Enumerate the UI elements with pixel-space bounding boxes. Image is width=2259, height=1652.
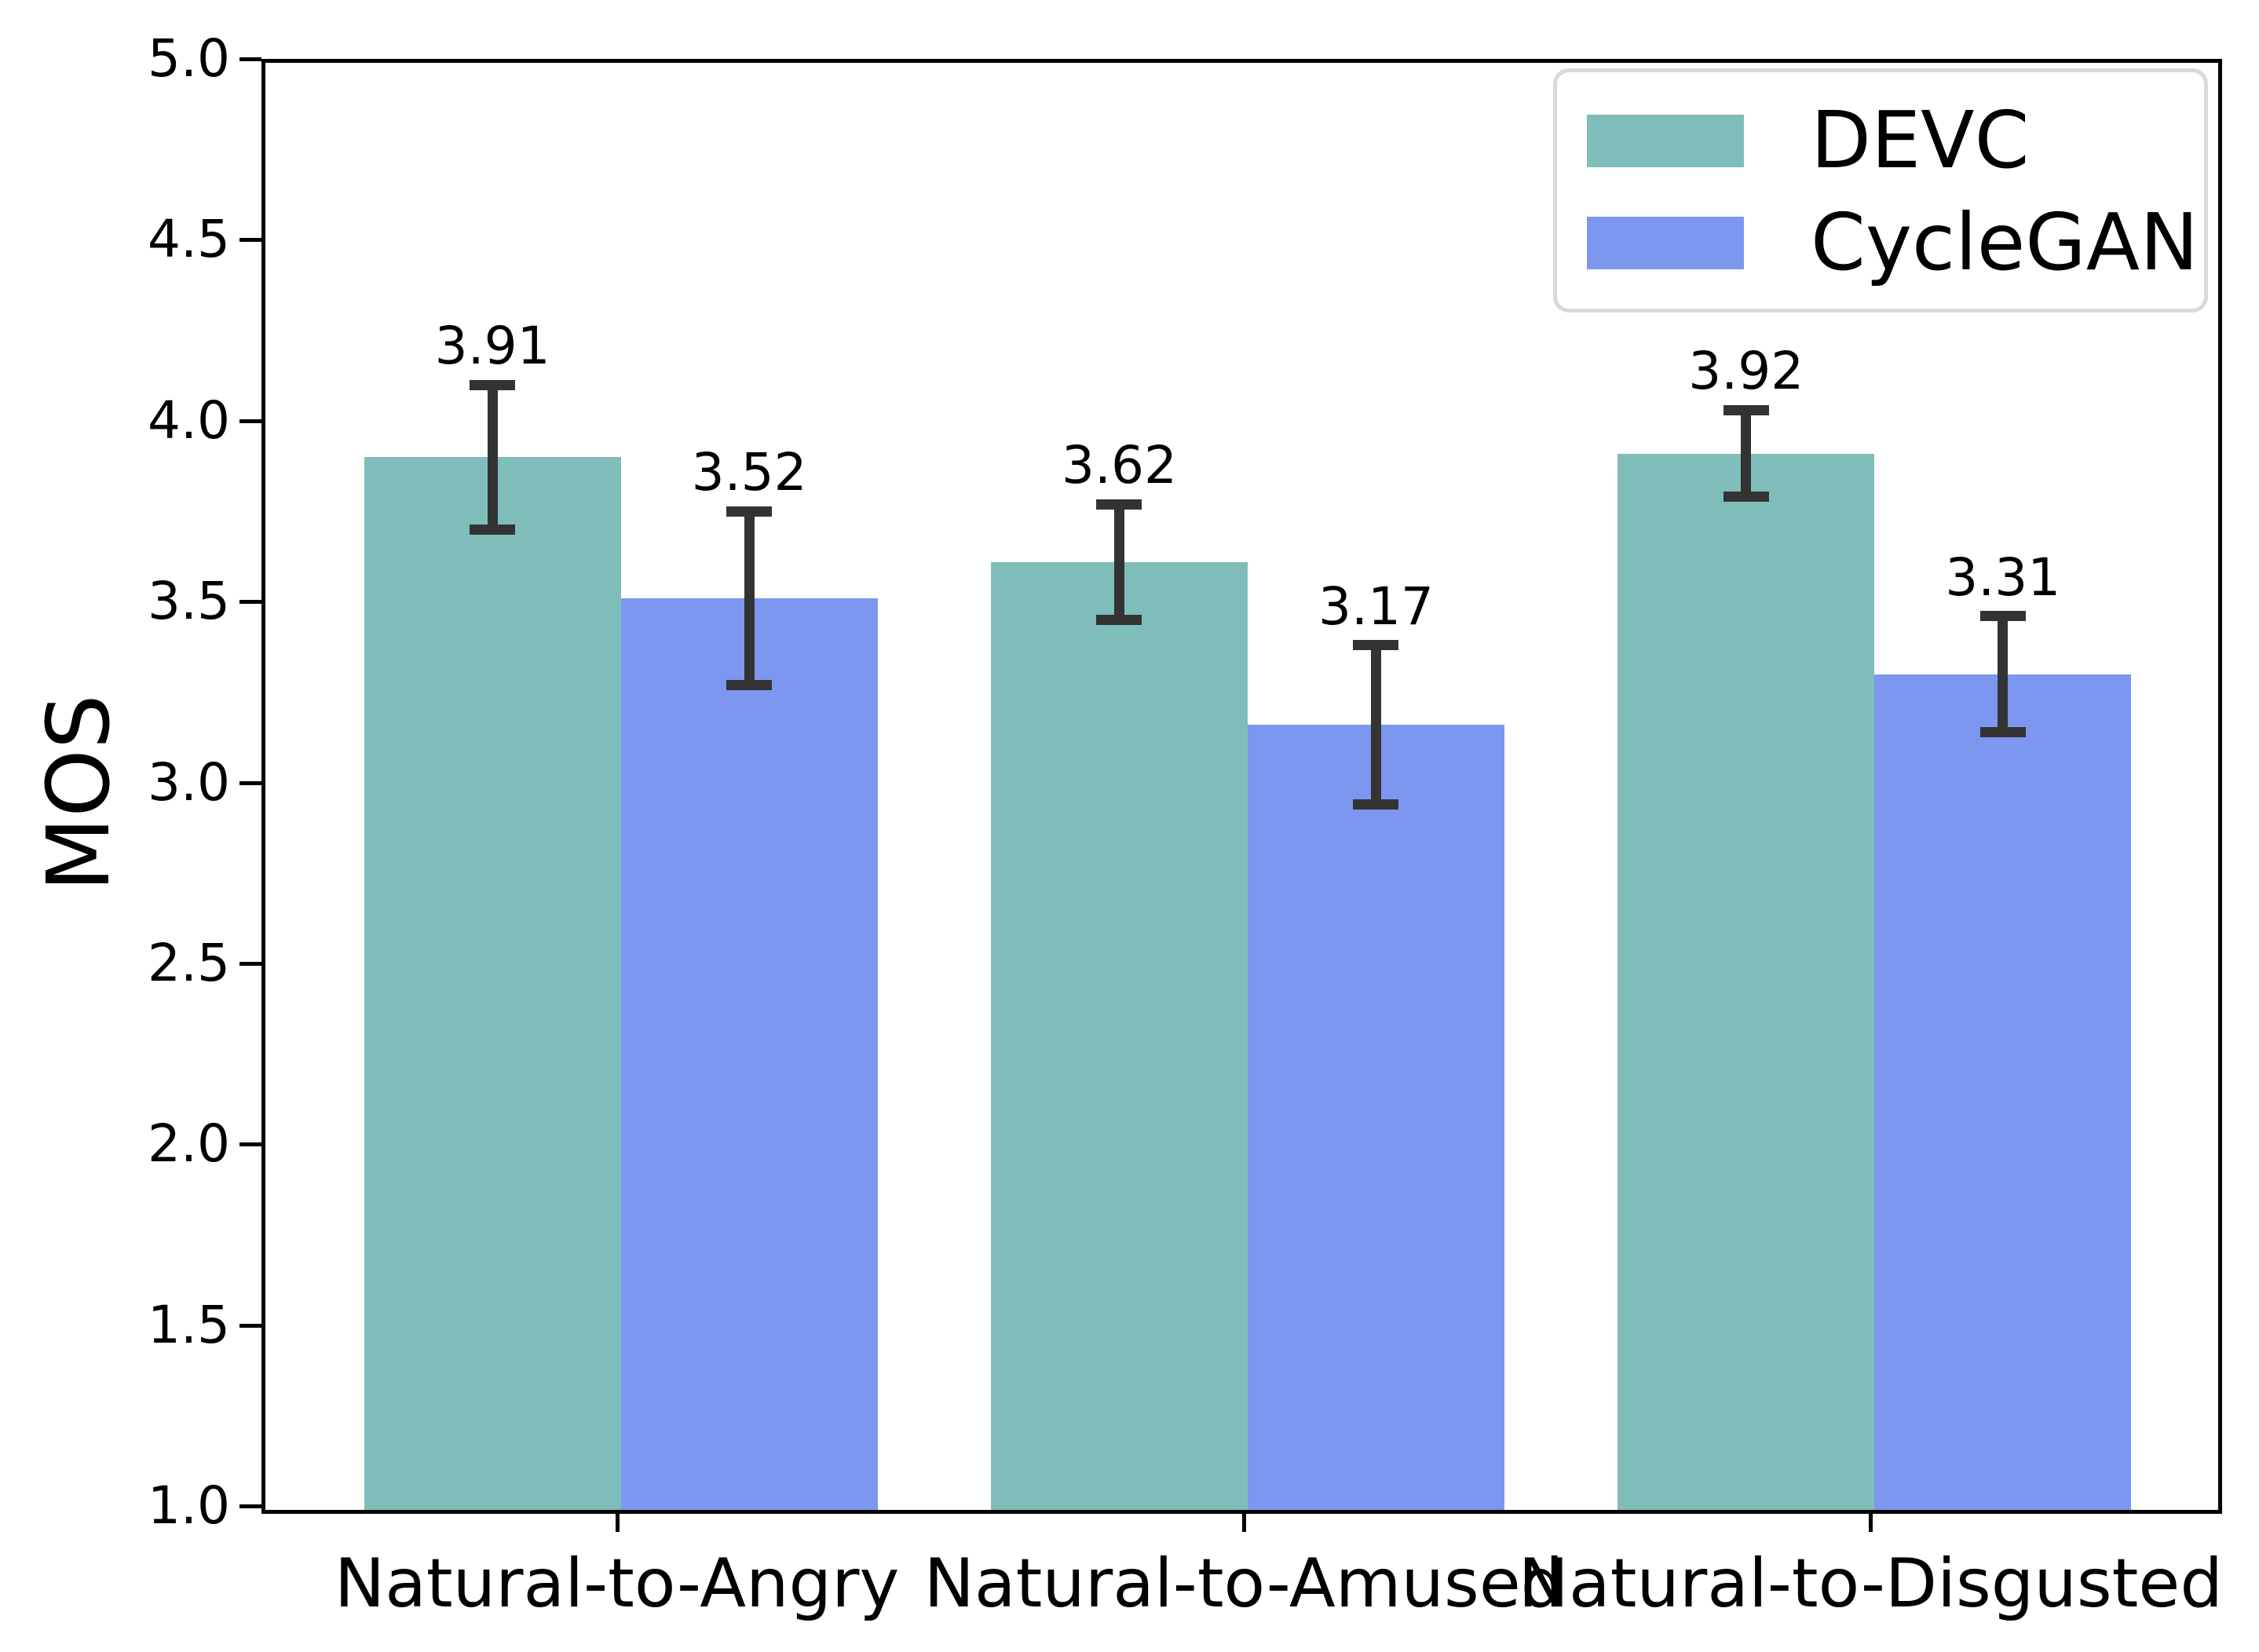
y-tick-label: 5.0 (148, 28, 230, 89)
y-tick (239, 1504, 261, 1508)
legend-row: CycleGAN (1587, 195, 2204, 291)
legend-row: DEVC (1587, 93, 2204, 188)
y-tick (239, 1142, 261, 1147)
value-label: 3.62 (1061, 435, 1177, 496)
y-tick-label: 3.5 (148, 571, 230, 632)
error-bar-cap-bottom (1979, 726, 2026, 737)
x-tick-label: Natural-to-Angry (334, 1544, 900, 1623)
error-bar-line (487, 385, 498, 530)
error-bar-cap-top (1723, 404, 1769, 415)
error-bar-cap-bottom (1096, 615, 1142, 626)
y-tick (239, 780, 261, 785)
error-bar-cap-top (1096, 499, 1142, 510)
legend: DEVC CycleGAN (1553, 68, 2208, 312)
error-bar-line (1998, 616, 2009, 733)
x-tick (1869, 1510, 1873, 1532)
legend-rows: DEVC CycleGAN (1587, 93, 2204, 291)
error-bar-line (744, 511, 755, 685)
y-tick-label: 2.0 (148, 1113, 230, 1175)
y-tick (239, 238, 261, 243)
legend-swatch-cyclegan (1587, 216, 1744, 269)
y-tick-label: 1.0 (148, 1475, 230, 1536)
error-bar-cap-top (1353, 640, 1399, 651)
error-bar-cap-top (470, 379, 516, 390)
bar-devc-1 (990, 561, 1248, 1510)
legend-label: CycleGAN (1811, 196, 2199, 288)
x-tick-label: Natural-to-Disgusted (1518, 1544, 2223, 1623)
y-tick-label: 1.5 (148, 1294, 230, 1355)
legend-swatch-devc (1587, 114, 1744, 167)
y-tick (239, 600, 261, 605)
bar-cyclegan-1 (1247, 725, 1504, 1510)
plot-area: 3.91 3.62 3.92 3.52 3.17 3.31 (261, 59, 2222, 1514)
value-label: 3.52 (691, 442, 807, 503)
x-tick-label: Natural-to-Amused (923, 1544, 1564, 1623)
y-tick-label: 3.0 (148, 751, 230, 813)
y-tick (239, 1323, 261, 1328)
value-label: 3.31 (1945, 546, 2061, 608)
error-bar-cap-bottom (726, 679, 773, 690)
x-tick (1241, 1510, 1246, 1532)
legend-label: DEVC (1811, 94, 2030, 186)
error-bar-line (1370, 645, 1381, 805)
value-label: 3.17 (1318, 576, 1434, 637)
x-tick (615, 1510, 620, 1532)
error-bar-cap-top (1979, 611, 2026, 622)
y-tick (239, 418, 261, 423)
y-tick (239, 961, 261, 966)
error-bar-line (1741, 410, 1752, 497)
error-bar-cap-bottom (470, 524, 516, 535)
y-tick (239, 57, 261, 61)
bar-cyclegan-2 (1874, 674, 2132, 1510)
error-bar-line (1113, 504, 1124, 620)
y-tick-label: 4.5 (148, 209, 230, 270)
error-bar-cap-top (726, 506, 773, 517)
bar-devc-2 (1617, 453, 1875, 1510)
bar-cyclegan-0 (620, 598, 878, 1510)
value-label: 3.91 (434, 316, 550, 377)
y-tick-label: 2.5 (148, 932, 230, 993)
error-bar-cap-bottom (1353, 799, 1399, 810)
bar-devc-0 (364, 457, 621, 1510)
value-label: 3.92 (1688, 341, 1804, 402)
error-bar-cap-bottom (1723, 492, 1769, 503)
plot-inner: 3.91 3.62 3.92 3.52 3.17 3.31 (265, 63, 2218, 1510)
y-tick-label: 4.0 (148, 389, 230, 451)
